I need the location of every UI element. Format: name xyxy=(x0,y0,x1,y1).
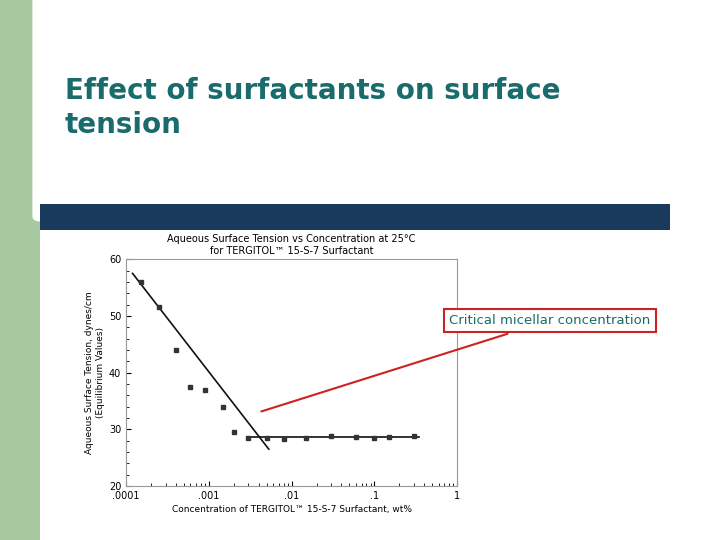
Text: Effect of surfactants on surface
tension: Effect of surfactants on surface tension xyxy=(65,77,560,139)
Title: Aqueous Surface Tension vs Concentration at 25°C
for TERGITOL™ 15-S-7 Surfactant: Aqueous Surface Tension vs Concentration… xyxy=(168,234,415,255)
X-axis label: Concentration of TERGITOL™ 15-S-7 Surfactant, wt%: Concentration of TERGITOL™ 15-S-7 Surfac… xyxy=(171,505,412,514)
Y-axis label: Aqueous Surface Tension, dynes/cm
(Equilibrium Values): Aqueous Surface Tension, dynes/cm (Equil… xyxy=(85,291,104,454)
Text: Critical micellar concentration: Critical micellar concentration xyxy=(261,314,651,411)
